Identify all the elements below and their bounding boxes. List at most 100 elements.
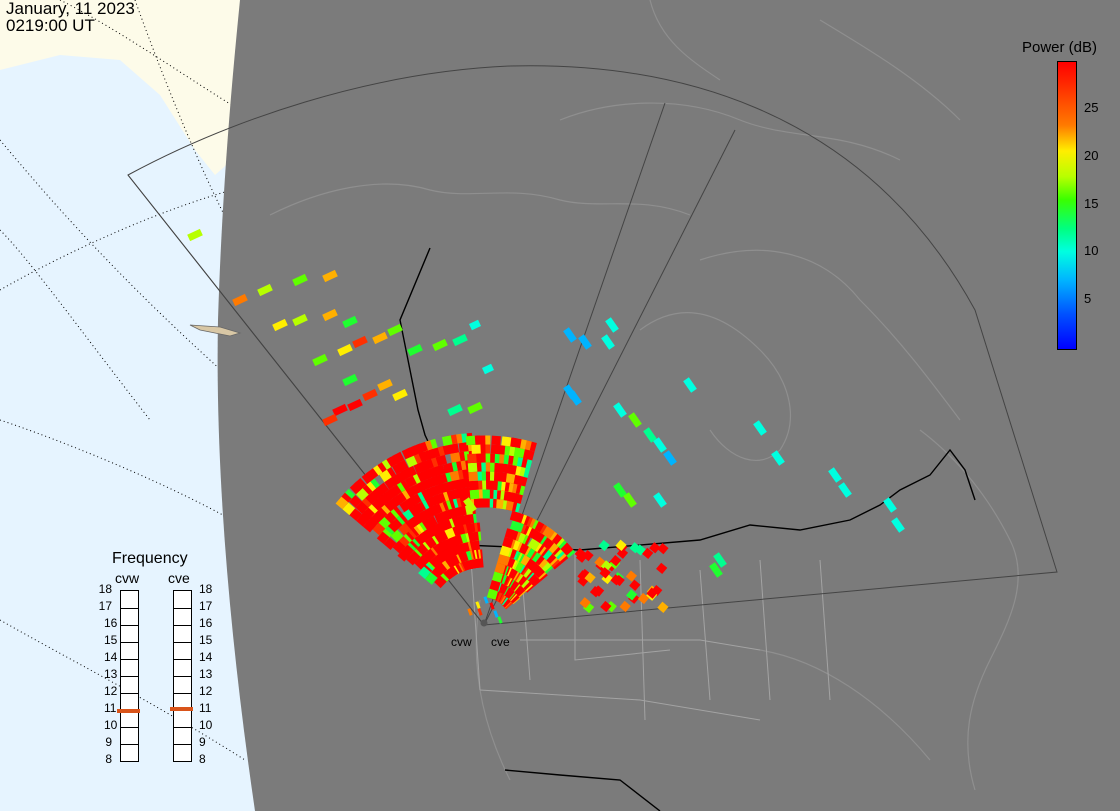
cvw-frequency-tick: 18	[98, 582, 112, 596]
scatter-cell	[568, 390, 582, 406]
scatter-cell	[356, 488, 369, 501]
scatter-cell	[352, 335, 368, 349]
frequency-grid-line	[174, 659, 191, 660]
scatter-cell	[434, 575, 447, 589]
radar-label-cvw: cvw	[451, 635, 472, 649]
cvw-frequency-tick: 10	[104, 718, 118, 732]
frequency-grid-line	[174, 744, 191, 745]
scatter-cell	[506, 464, 517, 475]
scatter-cell	[232, 293, 248, 307]
scatter-cell	[335, 496, 349, 510]
scatter-cell	[493, 462, 504, 473]
frequency-grid-line	[121, 608, 138, 609]
scatter-cell	[450, 452, 461, 463]
scatter-cell	[657, 542, 669, 555]
scatter-cell	[292, 313, 308, 327]
frequency-grid-line	[121, 744, 138, 745]
scatter-cell	[342, 373, 358, 387]
cve-frequency-tick: 16	[199, 616, 213, 630]
cvw-frequency-tick: 11	[104, 701, 117, 715]
night-region	[217, 0, 1120, 811]
frequency-grid-line	[121, 676, 138, 677]
scatter-cell	[449, 470, 460, 482]
cve-frequency-tick: 18	[199, 582, 213, 596]
cve-frequency-marker	[170, 707, 193, 711]
colorbar-tick-label: 20	[1084, 147, 1099, 163]
scatter-cell	[322, 308, 338, 322]
scatter-cell	[527, 538, 541, 551]
backscatter-cells	[187, 228, 905, 624]
frequency-grid-line	[174, 676, 191, 677]
scatter-cell	[504, 473, 516, 484]
cve-frequency-tick: 12	[199, 684, 213, 698]
scatter-cell	[475, 601, 481, 609]
scatter-cell	[399, 499, 412, 513]
frequency-grid-line	[121, 625, 138, 626]
cve-frequency-tick: 9	[199, 735, 206, 749]
cvw-column-label: cvw	[115, 570, 140, 586]
scatter-cell	[486, 588, 499, 600]
scatter-cell	[392, 462, 405, 475]
ice-region	[0, 0, 240, 175]
colorbar	[1057, 61, 1077, 350]
scatter-cell	[432, 338, 448, 352]
date-label: January, 11 2023	[6, 0, 135, 18]
coastlines	[269, 0, 1019, 791]
scatter-cell	[615, 539, 627, 551]
scatter-cell	[418, 566, 431, 579]
scatter-cell	[407, 343, 423, 357]
scatter-cell	[753, 420, 767, 436]
scatter-cell	[491, 435, 501, 446]
scatter-cell	[469, 480, 479, 491]
cvw-frequency-tick: 14	[104, 650, 118, 664]
scatter-cell	[497, 554, 509, 566]
scatter-cell	[414, 556, 428, 570]
cvw-frequency-tick: 15	[104, 633, 118, 647]
scatter-cell	[349, 481, 363, 495]
scatter-cell	[292, 273, 308, 287]
scatter-cell	[450, 479, 462, 491]
scatter-cell	[771, 450, 785, 466]
scatter-cell	[653, 492, 667, 508]
scatter-cell	[646, 587, 658, 599]
scatter-cell	[613, 402, 627, 418]
cvw-frequency-tick: 17	[98, 599, 112, 613]
scatter-cell	[584, 572, 596, 584]
frequency-grid-line	[174, 727, 191, 728]
scatter-cell	[377, 378, 393, 392]
scatter-cell	[502, 536, 514, 549]
scatter-cell	[361, 471, 375, 484]
scatter-cell	[272, 318, 288, 332]
cvw-frequency-tick: 9	[105, 735, 112, 749]
scatter-cell	[379, 469, 392, 483]
scatter-cell	[458, 442, 469, 453]
scatter-cell	[441, 435, 453, 446]
scatter-cell	[363, 519, 376, 533]
scatter-cell	[187, 228, 203, 242]
scatter-cell	[467, 401, 483, 415]
radar-site-marker	[480, 619, 488, 627]
frequency-grid-line	[174, 625, 191, 626]
scatter-cell	[322, 269, 338, 283]
scatter-cell	[491, 571, 504, 583]
scatter-cell	[355, 501, 369, 514]
scatter-cell	[405, 455, 418, 468]
scatter-cell	[629, 542, 641, 554]
scatter-cell	[347, 398, 363, 412]
scatter-cell	[442, 462, 454, 474]
scatter-cell	[493, 610, 499, 618]
scatter-cell	[468, 319, 482, 331]
cve-frequency-tick: 14	[199, 650, 213, 664]
scatter-cell	[623, 492, 637, 508]
cvw-frequency-tick: 13	[104, 667, 118, 681]
frequency-grid-line	[121, 727, 138, 728]
scatter-cell	[605, 317, 619, 333]
cvw-frequency-marker	[117, 708, 140, 713]
scatter-cell	[372, 522, 386, 536]
aleutian-land	[189, 324, 242, 337]
scatter-cell	[649, 542, 661, 554]
scatter-cell	[376, 531, 390, 545]
scatter-cell	[312, 353, 328, 367]
scatter-cell	[600, 600, 612, 613]
scatter-cell	[468, 471, 479, 482]
